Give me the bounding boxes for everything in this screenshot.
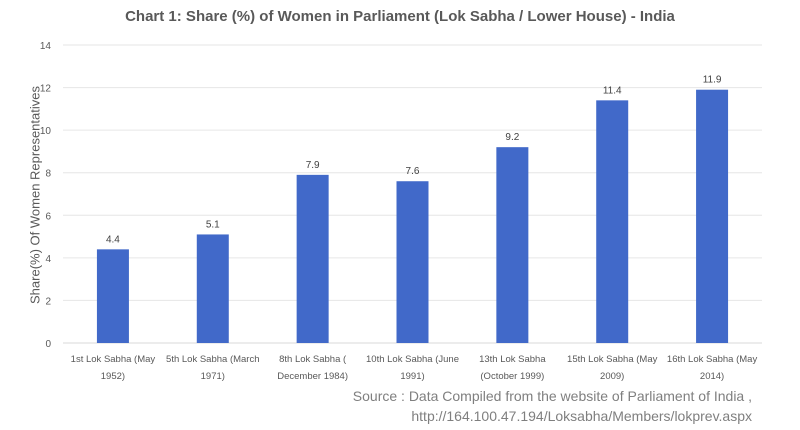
x-tick-label: (October 1999) xyxy=(480,371,544,382)
x-tick-label: 1st Lok Sabha (May xyxy=(71,354,156,365)
source-note: Source : Data Compiled from the website … xyxy=(352,388,752,404)
data-label: 5.1 xyxy=(206,219,220,230)
source-url: http://164.100.47.194/Loksabha/Members/l… xyxy=(411,408,752,424)
bar xyxy=(396,181,429,343)
chart-title: Chart 1: Share (%) of Women in Parliamen… xyxy=(125,8,675,25)
bar xyxy=(296,174,329,343)
x-tick-label: 8th Lok Sabha ( xyxy=(279,354,347,365)
y-tick-label: 2 xyxy=(45,296,51,307)
y-tick-label: 10 xyxy=(40,126,52,137)
data-label: 11.4 xyxy=(603,85,622,96)
y-tick-label: 6 xyxy=(45,211,51,222)
bar xyxy=(196,234,229,343)
y-tick-label: 8 xyxy=(45,169,51,180)
y-tick-label: 4 xyxy=(45,254,51,265)
x-tick-label: 13th Lok Sabha xyxy=(479,354,546,365)
x-tick-label: 1971) xyxy=(201,371,225,382)
x-tick-label: 1991) xyxy=(400,371,424,382)
x-tick-label: 1952) xyxy=(101,371,125,382)
x-tick-label: 5th Lok Sabha (March xyxy=(166,354,259,365)
y-tick-label: 0 xyxy=(45,339,51,350)
bar xyxy=(96,249,129,343)
data-label: 7.6 xyxy=(406,166,420,177)
x-tick-label: 15th Lok Sabha (May xyxy=(567,354,658,365)
y-tick-label: 14 xyxy=(40,41,52,52)
data-label: 7.9 xyxy=(306,160,320,171)
x-tick-label: 2014) xyxy=(700,371,724,382)
data-label: 4.4 xyxy=(106,234,120,245)
y-tick-label: 12 xyxy=(40,84,52,95)
x-tick-label: 2009) xyxy=(600,371,624,382)
data-label: 11.9 xyxy=(703,75,722,86)
bar xyxy=(496,147,529,343)
x-tick-label: 10th Lok Sabha (June xyxy=(366,354,459,365)
bar xyxy=(696,89,729,343)
data-label: 9.2 xyxy=(505,132,519,143)
x-tick-label: 16th Lok Sabha (May xyxy=(667,354,758,365)
bar xyxy=(596,100,629,343)
x-tick-label: December 1984) xyxy=(277,371,348,382)
